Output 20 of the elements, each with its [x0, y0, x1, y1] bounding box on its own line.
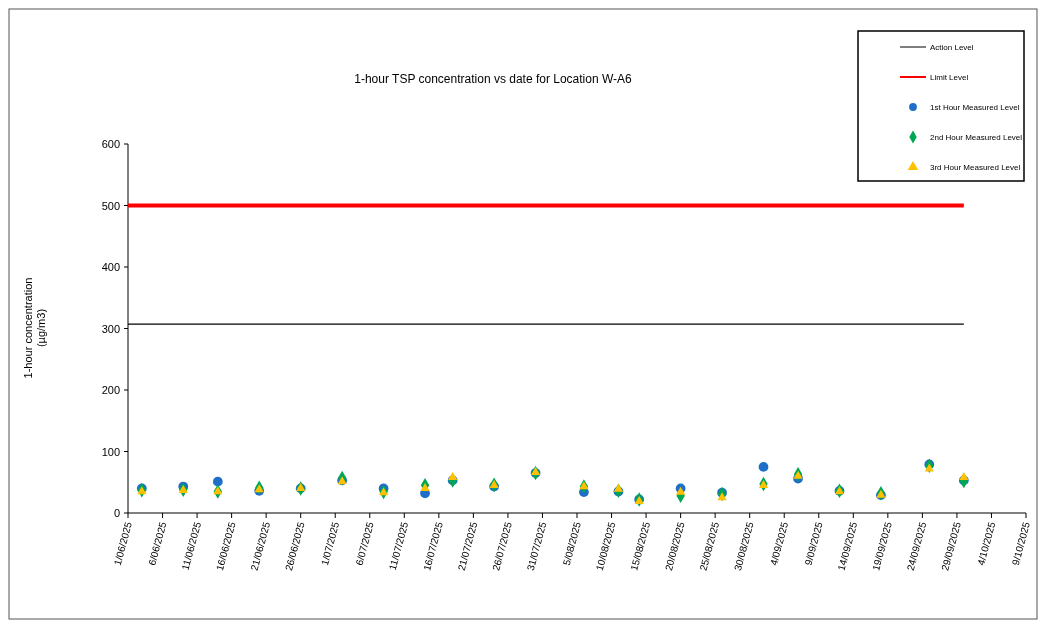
chart-title: 1-hour TSP concentration vs date for Location W-A6 [354, 72, 633, 86]
x-tick-label: 4/10/2025 [975, 520, 998, 567]
legend-label: 3rd Hour Measured Level [930, 163, 1021, 172]
x-tick-label: 6/07/2025 [353, 520, 376, 567]
y-tick-label: 500 [101, 199, 120, 212]
x-tick-label: 1/07/2025 [319, 520, 342, 567]
legend-label: 2nd Hour Measured Level [930, 133, 1023, 142]
y-tick-label: 300 [101, 322, 120, 335]
y-axis-title: 1-hour concentration (µg/m3) [22, 277, 47, 379]
x-tick-label: 6/06/2025 [146, 520, 169, 567]
y-tick-label: 400 [101, 261, 120, 273]
y-tick-label: 0 [113, 507, 120, 519]
legend-label: Action Level [930, 43, 974, 52]
x-tick-label: 4/09/2025 [768, 520, 791, 567]
legend-label: Limit Level [930, 73, 969, 82]
y-tick-label: 600 [101, 138, 120, 150]
legend-label: 1st Hour Measured Level [930, 103, 1020, 112]
x-tick-label: 9/09/2025 [802, 520, 825, 567]
y-tick-label: 100 [101, 445, 120, 458]
y-tick-label: 200 [101, 384, 120, 396]
